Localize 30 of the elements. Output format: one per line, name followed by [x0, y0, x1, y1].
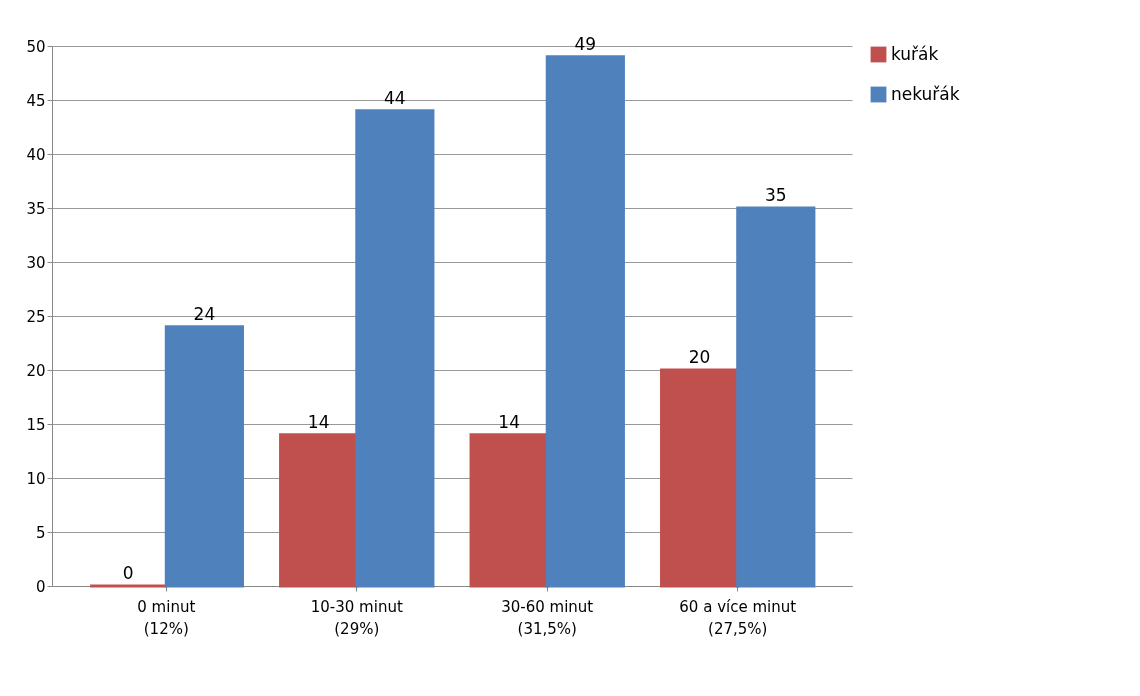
x-tick-label: 10-30 minut (29%): [310, 597, 403, 638]
y-tick-label: 0: [35, 577, 46, 596]
data-label: 14: [307, 411, 330, 432]
legend-label: kuřák: [891, 43, 939, 64]
y-tick-label: 25: [26, 307, 46, 326]
bar: [164, 325, 244, 588]
x-tick-label: 0 minut (12%): [137, 597, 196, 638]
y-tick-label: 5: [35, 523, 46, 542]
data-label: 14: [498, 411, 520, 432]
y-tick-label: 40: [26, 145, 46, 164]
data-label: 20: [688, 347, 711, 367]
y-tick-label: 35: [26, 199, 46, 218]
data-label: 49: [574, 33, 597, 54]
bar: [469, 433, 549, 588]
x-tick-label: 30-60 minut (31,5%): [501, 597, 594, 638]
y-tick-label: 10: [26, 469, 46, 488]
y-tick-label: 15: [26, 415, 46, 434]
data-label: 44: [384, 87, 406, 108]
data-label: 0: [122, 563, 134, 583]
data-label: 35: [764, 185, 787, 205]
bar: [355, 109, 435, 588]
y-tick-label: 50: [26, 37, 46, 56]
y-tick-label: 45: [26, 91, 46, 110]
bar: [545, 55, 625, 588]
y-tick-label: 20: [26, 361, 46, 380]
x-tick-label: 60 a více minut (27,5%): [679, 597, 797, 638]
bar: [736, 206, 816, 588]
legend-label: nekuřák: [891, 83, 960, 104]
y-tick-label: 30: [26, 253, 46, 272]
data-label: 24: [193, 303, 216, 324]
